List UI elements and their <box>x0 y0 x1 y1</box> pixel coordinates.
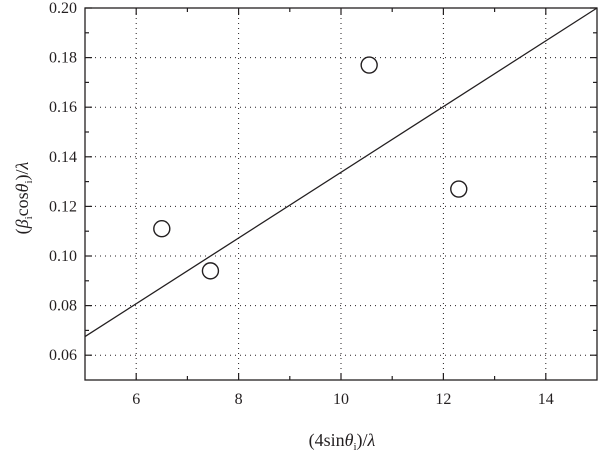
y-tick-label: 0.06 <box>49 347 77 364</box>
data-points <box>153 56 468 280</box>
y-tick-label: 0.12 <box>49 198 77 215</box>
y-tick-label: 0.20 <box>49 0 77 17</box>
y-tick-label: 0.18 <box>49 50 77 67</box>
plot-frame <box>84 7 598 381</box>
data-point <box>153 220 171 238</box>
x-axis-label: (4sinθi)/λ <box>309 430 376 453</box>
y-tick-label: 0.10 <box>49 248 77 265</box>
data-point <box>450 180 468 198</box>
x-tick-label: 10 <box>333 391 349 408</box>
y-axis-label: (βicosθi)/λ <box>12 161 35 234</box>
y-tick-label: 0.16 <box>49 99 77 116</box>
y-tick-label: 0.08 <box>49 298 77 315</box>
x-tick-label: 6 <box>132 391 140 408</box>
y-tick-label: 0.14 <box>49 149 77 166</box>
x-tick-label: 14 <box>538 391 554 408</box>
data-point <box>360 56 378 74</box>
x-tick-label: 12 <box>435 391 451 408</box>
axis-ticks <box>85 7 597 380</box>
y-tick-labels: 0.06 0.08 0.10 0.12 0.14 0.16 0.18 0.20 <box>49 0 77 364</box>
grid-lines <box>85 8 597 380</box>
fit-line <box>84 7 598 338</box>
x-tick-labels: 6 8 10 12 14 <box>132 391 554 408</box>
data-point <box>201 262 220 280</box>
x-tick-label: 8 <box>235 391 243 408</box>
